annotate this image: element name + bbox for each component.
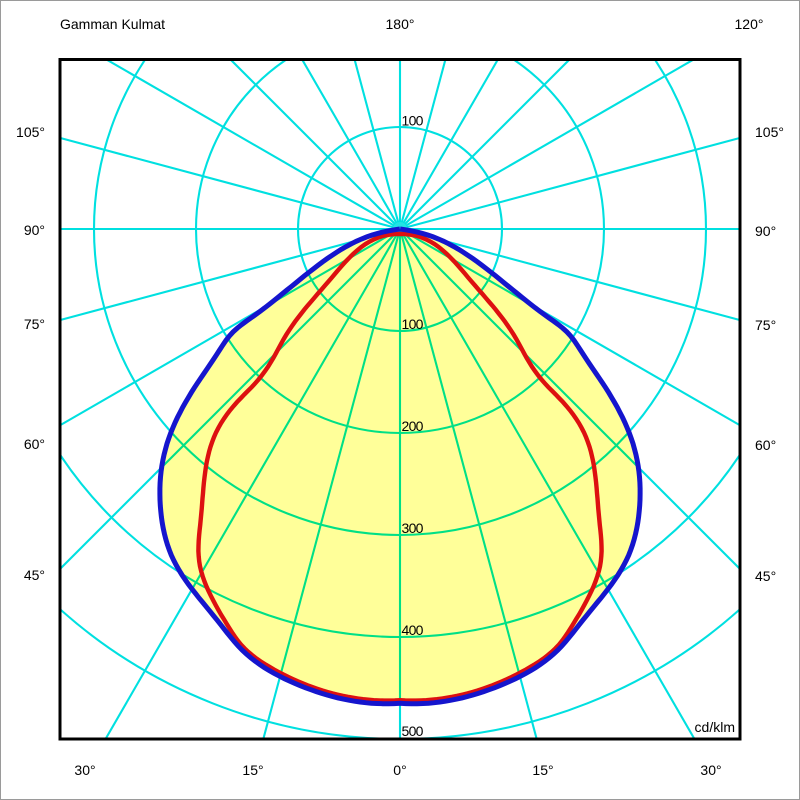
svg-text:400: 400 xyxy=(402,622,424,638)
svg-text:60°: 60° xyxy=(755,437,776,453)
svg-text:90°: 90° xyxy=(24,222,45,238)
svg-text:180°: 180° xyxy=(386,16,415,32)
svg-text:45°: 45° xyxy=(755,568,776,584)
svg-text:75°: 75° xyxy=(755,317,776,333)
svg-text:75°: 75° xyxy=(24,316,45,332)
svg-text:105°: 105° xyxy=(16,124,45,140)
svg-text:0°: 0° xyxy=(393,762,406,778)
svg-text:Gamman Kulmat: Gamman Kulmat xyxy=(60,16,165,32)
svg-text:90°: 90° xyxy=(755,223,776,239)
svg-text:200: 200 xyxy=(402,418,424,434)
svg-text:120°: 120° xyxy=(735,16,764,32)
svg-text:105°: 105° xyxy=(755,124,784,140)
svg-text:300: 300 xyxy=(402,520,424,536)
svg-text:15°: 15° xyxy=(242,762,263,778)
svg-text:60°: 60° xyxy=(24,436,45,452)
svg-text:15°: 15° xyxy=(532,762,553,778)
svg-text:30°: 30° xyxy=(74,762,95,778)
svg-text:500: 500 xyxy=(402,723,424,739)
svg-text:45°: 45° xyxy=(24,567,45,583)
svg-text:30°: 30° xyxy=(700,762,721,778)
svg-text:100: 100 xyxy=(402,316,424,332)
svg-text:cd/klm: cd/klm xyxy=(695,719,735,735)
svg-text:100: 100 xyxy=(402,113,424,129)
